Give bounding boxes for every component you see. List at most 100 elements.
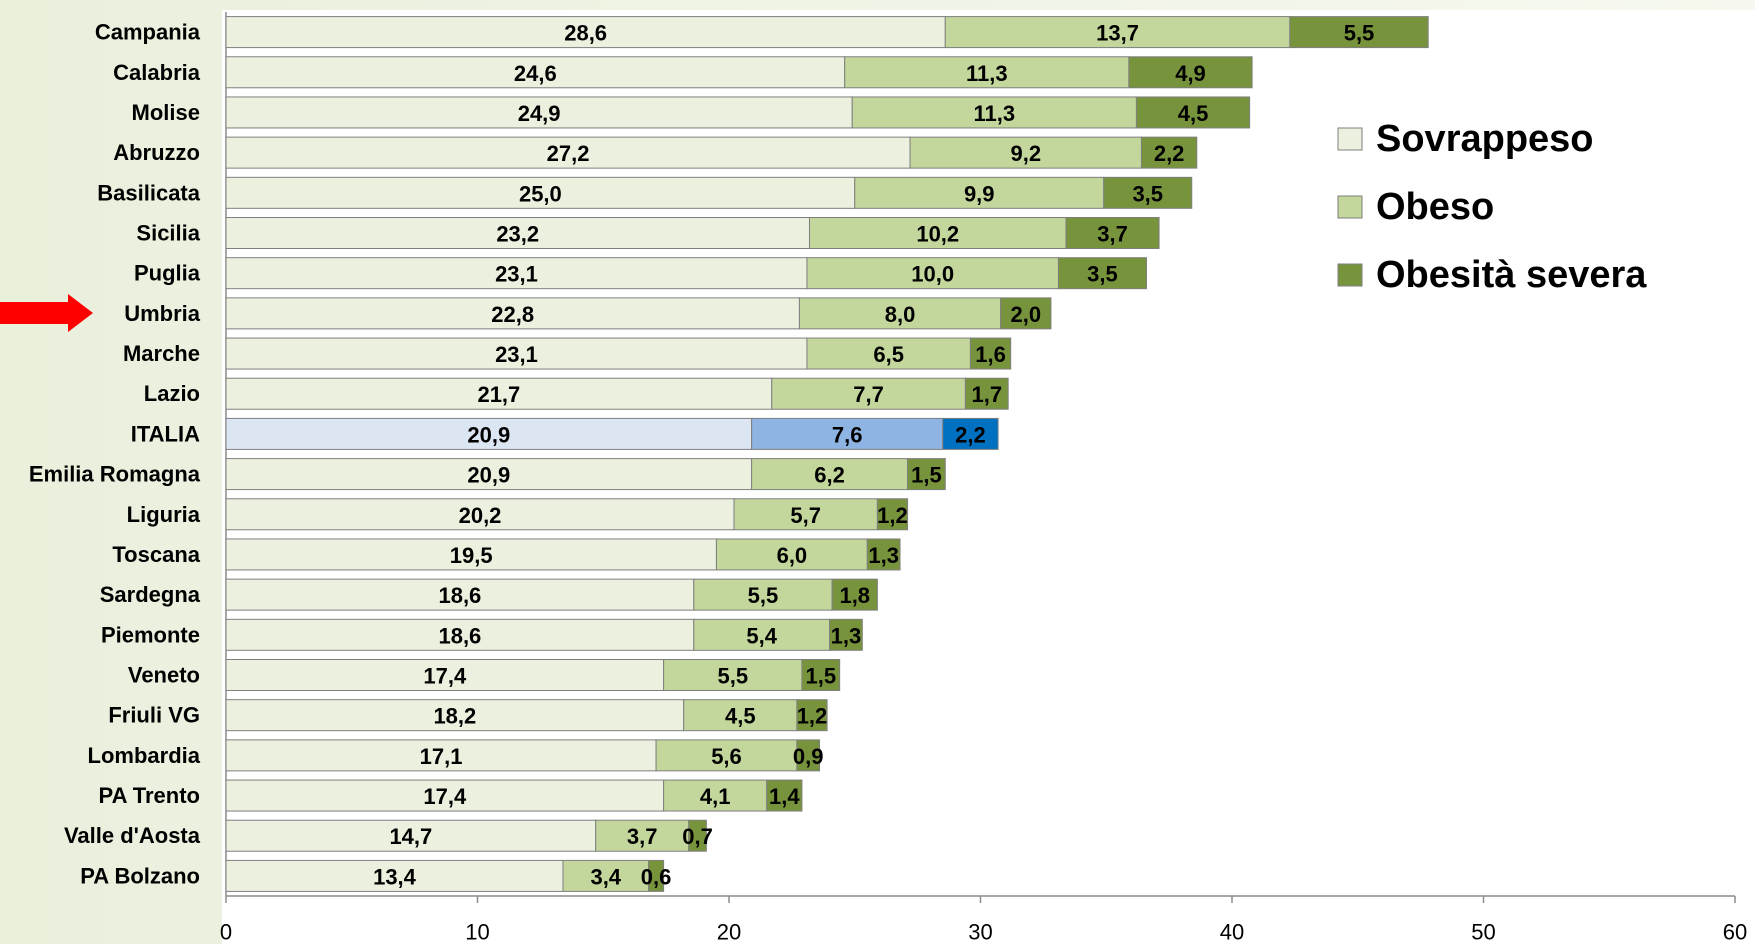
- bar-segment: [225, 417, 753, 450]
- bar-segment: [648, 859, 665, 892]
- value-label: 27,2: [547, 141, 590, 166]
- value-label: 6,0: [777, 543, 808, 568]
- bar-segment: [225, 56, 846, 89]
- bar-segment: [225, 377, 773, 410]
- bar-segment: [771, 377, 966, 410]
- value-label: 4,9: [1175, 61, 1206, 86]
- y-tick-label: Marche: [123, 341, 200, 366]
- value-label: 5,6: [711, 744, 742, 769]
- y-tick-label: Emilia Romagna: [29, 462, 201, 487]
- y-tick-label: Friuli VG: [108, 703, 200, 728]
- bar-segment: [733, 498, 878, 531]
- value-label: 17,1: [420, 744, 463, 769]
- value-label: 2,2: [1154, 141, 1185, 166]
- y-tick-label: PA Trento: [99, 783, 200, 808]
- value-label: 3,5: [1132, 181, 1163, 206]
- bar-segment: [225, 779, 665, 812]
- y-tick-label: PA Bolzano: [80, 863, 200, 888]
- bar-segment: [225, 217, 810, 249]
- y-tick-label: Sardegna: [100, 582, 201, 607]
- bar-segment: [688, 819, 707, 852]
- value-label: 2,2: [955, 422, 986, 447]
- value-label: 1,3: [831, 623, 862, 648]
- value-label: 5,5: [748, 583, 779, 608]
- bar-segment: [751, 417, 944, 450]
- y-tick-label: ITALIA: [131, 421, 200, 446]
- bar-segment: [844, 56, 1130, 89]
- bar-segment: [1128, 56, 1253, 89]
- y-tick-label: Lombardia: [88, 743, 201, 768]
- bar-segment: [225, 739, 657, 772]
- value-label: 3,4: [590, 864, 621, 889]
- x-tick-label: 60: [1723, 920, 1747, 944]
- y-tick-label: Toscana: [112, 542, 200, 567]
- value-label: 1,7: [971, 382, 1002, 407]
- value-label: 3,5: [1087, 262, 1118, 287]
- bar-segment: [225, 176, 856, 209]
- value-label: 5,5: [1344, 21, 1375, 46]
- value-label: 1,6: [975, 342, 1006, 367]
- y-tick-label: Molise: [132, 100, 200, 125]
- value-label: 0,6: [641, 864, 672, 889]
- bar-segment: [693, 618, 831, 651]
- value-label: 8,0: [885, 302, 916, 327]
- value-label: 21,7: [477, 382, 520, 407]
- y-tick-label: Puglia: [134, 261, 201, 286]
- value-label: 14,7: [389, 824, 432, 849]
- value-label: 1,8: [839, 583, 870, 608]
- y-tick-label: Basilicata: [97, 180, 200, 205]
- x-tick-label: 40: [1220, 920, 1244, 944]
- value-label: 28,6: [564, 21, 607, 46]
- value-label: 4,1: [700, 784, 731, 809]
- y-tick-label: Veneto: [128, 663, 200, 688]
- bar-segment: [225, 538, 717, 571]
- legend-swatch: [1337, 263, 1363, 287]
- y-tick-label: Liguria: [127, 502, 201, 527]
- x-tick-label: 10: [465, 920, 489, 944]
- legend-label: Obeso: [1376, 186, 1494, 228]
- value-label: 5,4: [746, 623, 777, 648]
- bar-segment: [225, 699, 685, 732]
- value-label: 0,7: [682, 824, 713, 849]
- bar-segment: [225, 297, 800, 330]
- value-label: 13,7: [1096, 21, 1139, 46]
- value-label: 13,4: [373, 864, 417, 889]
- value-label: 2,0: [1010, 302, 1041, 327]
- bar-segment: [683, 699, 798, 732]
- bar-segment: [854, 176, 1105, 209]
- bar-segment: [796, 699, 828, 732]
- value-label: 11,3: [974, 101, 1016, 126]
- bar-segment: [876, 498, 909, 531]
- value-label: 18,6: [438, 583, 481, 608]
- bar-segment: [1135, 96, 1251, 129]
- bar-segment: [715, 538, 868, 571]
- bar-segment: [225, 337, 808, 370]
- value-label: 10,0: [911, 262, 954, 287]
- bar-segment: [1140, 136, 1198, 169]
- bar-segment: [907, 458, 946, 491]
- value-label: 7,6: [832, 422, 863, 447]
- value-label: 18,2: [433, 704, 476, 729]
- value-label: 3,7: [627, 824, 658, 849]
- value-label: 11,3: [966, 61, 1008, 86]
- bar-segment: [225, 618, 695, 651]
- value-label: 9,2: [1010, 141, 1041, 166]
- value-label: 6,2: [814, 463, 845, 488]
- bar-segment: [225, 859, 564, 892]
- x-tick-label: 50: [1471, 920, 1495, 944]
- legend-label: Obesità severa: [1376, 254, 1647, 296]
- value-label: 25,0: [519, 181, 562, 206]
- bar-segment: [595, 819, 690, 852]
- value-label: 20,2: [459, 503, 502, 528]
- bar-segment: [942, 417, 999, 450]
- y-tick-label: Valle d'Aosta: [64, 823, 201, 848]
- bar-segment: [808, 217, 1067, 249]
- value-label: 22,8: [491, 302, 534, 327]
- bar-segment: [1057, 257, 1147, 290]
- bar-segment: [831, 578, 878, 611]
- bar-segment: [969, 337, 1012, 370]
- bar-segment: [655, 739, 798, 772]
- bar-segment: [1103, 176, 1193, 209]
- value-label: 5,5: [717, 664, 748, 689]
